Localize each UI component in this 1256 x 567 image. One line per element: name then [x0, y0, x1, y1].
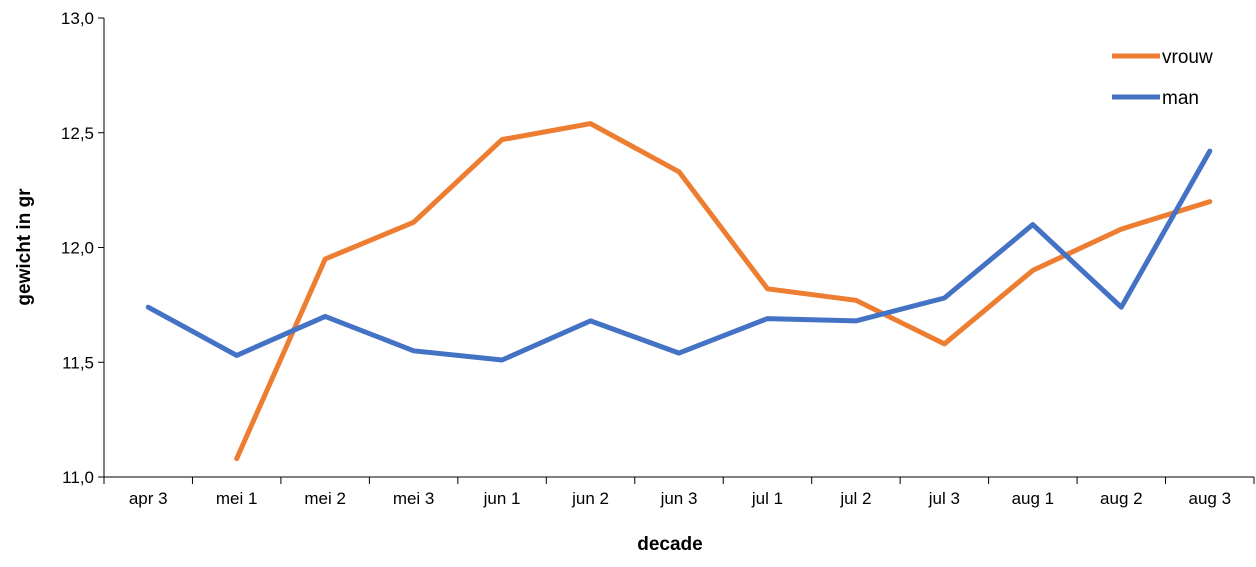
- x-tick-label: aug 1: [1012, 489, 1055, 508]
- x-tick-label: mei 1: [216, 489, 258, 508]
- x-tick-label: jul 3: [928, 489, 960, 508]
- x-tick-label: apr 3: [129, 489, 168, 508]
- y-tick-label: 12,0: [61, 239, 94, 258]
- y-tick-label: 12,5: [61, 124, 94, 143]
- x-tick-label: aug 2: [1100, 489, 1143, 508]
- x-tick-label: jun 3: [660, 489, 698, 508]
- x-axis-title: decade: [637, 534, 702, 555]
- x-tick-label: jul 2: [839, 489, 871, 508]
- y-axis-title: gewicht in gr: [14, 188, 35, 306]
- x-tick-label: aug 3: [1188, 489, 1231, 508]
- x-tick-label: mei 3: [393, 489, 435, 508]
- y-tick-label: 11,5: [62, 353, 94, 372]
- x-tick-label: mei 2: [304, 489, 346, 508]
- x-tick-label: jun 2: [571, 489, 609, 508]
- y-tick-label: 13,0: [61, 9, 94, 28]
- x-tick-label: jun 1: [483, 489, 521, 508]
- legend-label-man: man: [1162, 88, 1199, 109]
- legend-label-vrouw: vrouw: [1162, 47, 1213, 68]
- y-tick-label: 11,0: [62, 468, 94, 487]
- x-tick-label: jul 1: [751, 489, 783, 508]
